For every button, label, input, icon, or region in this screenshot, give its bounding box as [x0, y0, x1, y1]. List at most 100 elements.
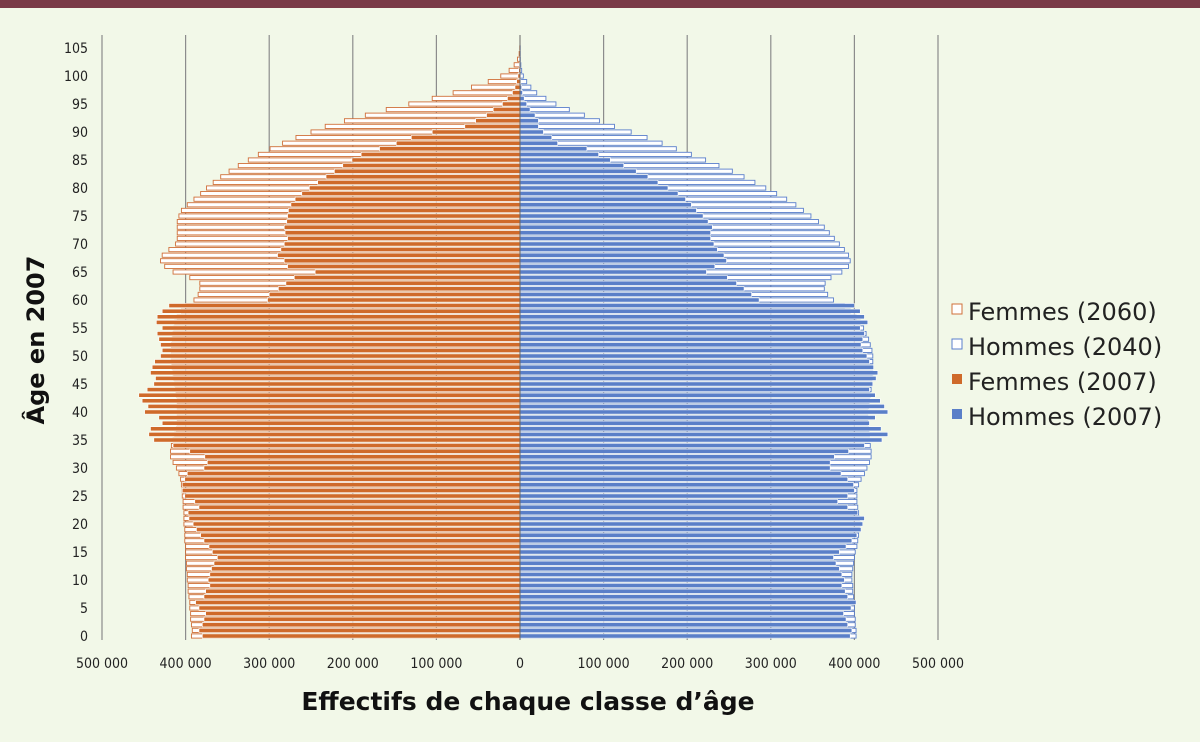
y-axis-title: Âge en 2007	[21, 256, 50, 425]
bar-3-age-56	[519, 319, 869, 325]
legend-label-3: Hommes (2007)	[968, 403, 1162, 431]
bar-2-age-26	[181, 487, 521, 493]
bar-2-age-92	[475, 118, 521, 124]
bar-3-age-87	[519, 146, 588, 152]
bar-0-age-101	[508, 67, 521, 73]
legend: Femmes (2060) Hommes (2040) Femmes (2007) H…	[951, 298, 1162, 431]
bar-2-age-82	[325, 174, 521, 180]
bar-2-age-5	[198, 605, 521, 611]
bar-3-age-83	[519, 168, 637, 174]
bar-2-age-42	[141, 398, 521, 404]
bar-2-age-20	[192, 521, 521, 527]
bar-2-age-90	[431, 129, 521, 135]
bar-2-age-67	[283, 258, 521, 264]
bar-3-age-88	[519, 140, 558, 146]
bar-3-age-60	[519, 297, 760, 303]
bar-2-age-88	[395, 140, 521, 146]
bar-2-age-72	[284, 230, 521, 236]
bar-3-age-42	[519, 398, 881, 404]
bar-2-age-10	[207, 577, 521, 583]
bar-2-age-53	[158, 336, 521, 342]
bar-2-age-28	[184, 476, 521, 482]
bar-3-age-89	[519, 135, 553, 140]
legend-swatch-3	[952, 409, 962, 419]
bar-2-age-73	[283, 224, 521, 230]
bar-2-age-31	[207, 459, 521, 465]
y-tick-label-16: 80	[72, 181, 88, 197]
bar-2-age-80	[309, 185, 521, 191]
bar-2-age-74	[286, 219, 521, 224]
bar-2-age-91	[464, 124, 521, 129]
bar-2-age-18	[200, 532, 521, 538]
bar-2-age-34	[172, 443, 521, 448]
bar-3-age-9	[519, 583, 843, 588]
bar-3-age-44	[519, 387, 870, 392]
bar-3-age-11	[519, 571, 843, 577]
bar-2-age-14	[217, 555, 521, 560]
bar-3-age-32	[519, 454, 835, 460]
bar-3-age-48	[519, 364, 874, 370]
bar-2-age-85	[351, 157, 521, 163]
bar-2-age-6	[195, 599, 521, 605]
bar-3-age-79	[519, 191, 679, 196]
bar-2-age-65	[314, 269, 521, 275]
y-tick-label-17: 85	[72, 153, 88, 169]
series-0	[160, 45, 521, 639]
bar-3-age-26	[519, 487, 855, 493]
bar-3-age-59	[519, 303, 855, 308]
bar-2-age-93	[486, 112, 521, 118]
bar-3-age-4	[519, 611, 844, 616]
bar-3-age-38	[519, 420, 870, 426]
bar-2-age-57	[156, 314, 521, 320]
y-tick-label-0: 0	[80, 629, 88, 645]
x-axis-title: Effectifs de chaque classe d’âge	[301, 687, 754, 716]
bar-3-age-55	[519, 325, 861, 331]
bar-3-age-75	[519, 213, 704, 219]
bar-2-age-13	[213, 560, 521, 566]
bar-2-age-89	[411, 135, 521, 140]
bar-2-age-32	[204, 454, 521, 460]
bar-3-age-49	[519, 359, 870, 364]
bar-2-age-87	[379, 146, 521, 152]
bar-2-age-23	[198, 504, 521, 510]
series-3	[519, 45, 889, 639]
bar-2-age-69	[280, 247, 521, 252]
bar-2-age-27	[181, 482, 521, 488]
bar-2-age-97	[512, 90, 521, 96]
bar-2-age-71	[287, 236, 521, 241]
bar-0-age-99	[487, 79, 521, 85]
bar-3-age-21	[519, 515, 865, 521]
bar-3-age-85	[519, 157, 611, 163]
bar-3-age-23	[519, 504, 849, 510]
bar-3-age-73	[519, 224, 713, 230]
bar-3-age-8	[519, 588, 846, 594]
x-tick-label-9: 400 000	[828, 656, 880, 672]
bar-3-age-2	[519, 622, 849, 628]
x-tick-label-8: 300 000	[745, 656, 797, 672]
series-2	[138, 45, 521, 639]
bar-3-age-78	[519, 196, 686, 202]
bar-2-age-7	[203, 594, 521, 600]
bar-3-age-62	[519, 286, 745, 292]
bar-2-age-37	[150, 426, 521, 432]
x-tick-label-5: 0	[516, 656, 524, 672]
bar-2-age-19	[196, 527, 521, 532]
bar-3-age-86	[519, 152, 599, 157]
bar-2-age-47	[150, 370, 521, 376]
bar-3-age-13	[519, 560, 837, 566]
bar-3-age-35	[519, 437, 883, 443]
bar-3-age-51	[519, 347, 864, 353]
y-tick-label-6: 30	[72, 461, 88, 477]
bar-2-age-95	[502, 101, 521, 107]
legend-item-1: Hommes (2040)	[951, 333, 1162, 361]
bar-0-age-96	[431, 95, 521, 101]
bar-2-age-12	[211, 566, 521, 572]
bar-2-age-61	[268, 291, 521, 297]
bar-2-age-58	[161, 308, 521, 314]
bar-3-age-37	[519, 426, 882, 432]
bar-3-age-16	[519, 543, 847, 549]
series-1	[519, 45, 874, 639]
bar-2-age-84	[342, 163, 521, 168]
bar-3-age-20	[519, 521, 864, 527]
bar-2-age-3	[203, 616, 521, 622]
